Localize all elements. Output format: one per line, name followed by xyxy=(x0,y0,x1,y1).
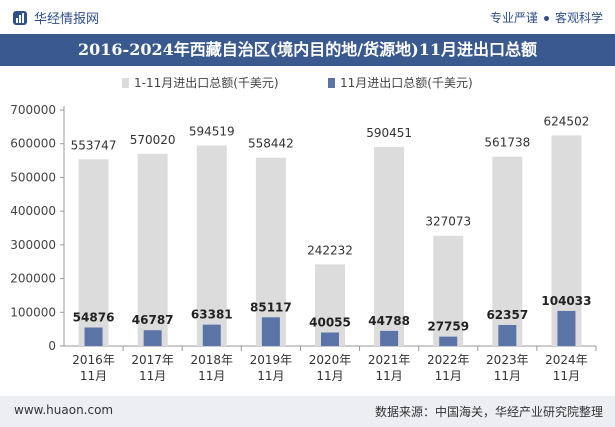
data-label-total: 327073 xyxy=(425,215,471,229)
data-label-month: 104033 xyxy=(541,294,591,308)
bar-total xyxy=(196,145,227,346)
chart-title: 2016-2024年西藏自治区(境内目的地/货源地)11月进出口总额 xyxy=(0,34,615,66)
legend-label: 1-11月进出口总额(千美元) xyxy=(134,76,279,90)
data-label-month: 44788 xyxy=(368,314,410,328)
bullet-icon xyxy=(543,16,549,21)
bar-total xyxy=(137,153,168,346)
x-tick-label: 11月 xyxy=(553,369,580,383)
bar-month xyxy=(202,324,221,346)
x-tick-label: 11月 xyxy=(257,369,284,383)
y-tick-label: 200000 xyxy=(10,272,56,286)
y-tick-label: 600000 xyxy=(10,137,56,151)
x-tick-label: 11月 xyxy=(139,369,166,383)
x-tick-label: 11月 xyxy=(494,369,521,383)
x-tick-label: 11月 xyxy=(375,369,402,383)
x-tick-label: 2017年 xyxy=(131,353,174,367)
x-tick-label: 2024年 xyxy=(545,353,588,367)
footer-url[interactable]: www.huaon.com xyxy=(14,403,114,417)
y-tick-label: 400000 xyxy=(10,204,56,218)
data-label-month: 62357 xyxy=(486,308,528,322)
data-label-month: 40055 xyxy=(309,315,351,329)
bar-month xyxy=(380,330,399,346)
bar-total xyxy=(433,235,464,346)
brand-logo-icon xyxy=(13,10,27,25)
bar-month xyxy=(498,324,517,346)
bar-total xyxy=(551,135,582,346)
legend-label: 11月进出口总额(千美元) xyxy=(340,76,473,90)
bar-month xyxy=(557,310,576,346)
data-label-total: 561738 xyxy=(484,136,530,150)
x-tick-label: 2023年 xyxy=(486,353,529,367)
y-tick-label: 500000 xyxy=(10,170,56,184)
top-bar: 华经情报网 专业严谨 客观科学 xyxy=(0,0,615,34)
data-label-month: 85117 xyxy=(250,300,292,314)
brand-name: 华经情报网 xyxy=(34,12,100,27)
x-tick-label: 11月 xyxy=(80,369,107,383)
data-label-total: 624502 xyxy=(544,114,590,128)
y-tick-label: 300000 xyxy=(10,238,56,252)
legend-swatch xyxy=(328,78,335,88)
bar-total xyxy=(255,157,286,346)
x-tick-label: 11月 xyxy=(198,369,225,383)
x-tick-label: 2019年 xyxy=(250,353,293,367)
data-label-total: 242232 xyxy=(307,243,353,257)
x-tick-label: 2022年 xyxy=(427,353,470,367)
bar-month xyxy=(261,317,280,346)
footer: www.huaon.com 数据来源：中国海关，华经产业研究院整理 xyxy=(0,396,615,427)
tagline-right: 客观科学 xyxy=(554,11,603,25)
bar-total xyxy=(315,264,345,346)
bar-total xyxy=(78,159,109,346)
data-label-total: 558442 xyxy=(248,137,294,151)
bar-total xyxy=(492,156,523,346)
x-tick-label: 2018年 xyxy=(191,353,234,367)
data-label-month: 46787 xyxy=(132,313,174,327)
bar-month xyxy=(84,327,103,346)
x-tick-label: 2020年 xyxy=(309,353,352,367)
bar-chart: 1-11月进出口总额(千美元) 11月进出口总额(千美元) 0 100000 20000… xyxy=(10,76,597,383)
bar-month xyxy=(439,336,458,346)
data-label-total: 570020 xyxy=(130,133,176,147)
x-tick-label: 2016年 xyxy=(72,353,115,367)
y-tick-label: 100000 xyxy=(10,305,56,319)
data-label-month: 63381 xyxy=(191,308,233,322)
y-tick-label: 700000 xyxy=(10,103,56,117)
legend-swatch xyxy=(122,78,129,88)
bar-total xyxy=(374,146,405,346)
data-label-total: 590451 xyxy=(366,126,412,140)
data-label-month: 54876 xyxy=(73,310,115,324)
bar-month xyxy=(321,332,339,346)
x-tick-label: 2021年 xyxy=(368,353,411,367)
x-tick-label: 11月 xyxy=(435,369,462,383)
data-label-total: 594519 xyxy=(189,125,235,139)
x-tick-label: 11月 xyxy=(316,369,343,383)
data-label-month: 27759 xyxy=(427,320,469,334)
tagline: 专业严谨 客观科学 xyxy=(490,9,603,26)
y-tick-label: 0 xyxy=(48,339,56,353)
data-source: 数据来源：中国海关，华经产业研究院整理 xyxy=(374,405,603,419)
tagline-left: 专业严谨 xyxy=(489,11,538,25)
data-label-total: 553747 xyxy=(71,138,117,152)
bar-month xyxy=(143,330,162,346)
brand[interactable]: 华经情报网 xyxy=(12,8,99,27)
